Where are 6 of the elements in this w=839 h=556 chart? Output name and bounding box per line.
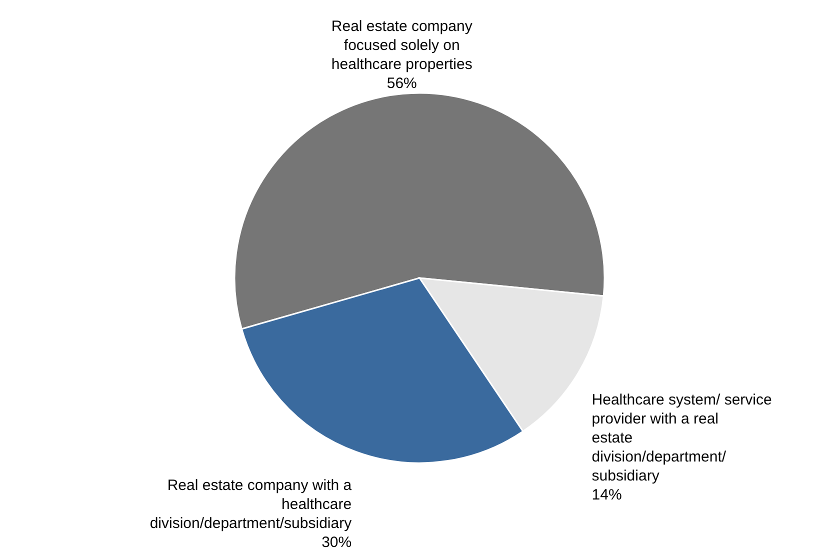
- data-label: 30%: [322, 534, 352, 551]
- slice-label: Healthcare system/ service provider with a real estate division/department/ subsidiary: [592, 391, 772, 484]
- slice-label: Real estate company focused solely on healthcare properties: [331, 18, 473, 73]
- data-label: 56%: [386, 74, 417, 92]
- data-label: 14%: [592, 486, 622, 504]
- slice-label: Real estate company with a healthcare division/department/subsidiary: [150, 476, 352, 532]
